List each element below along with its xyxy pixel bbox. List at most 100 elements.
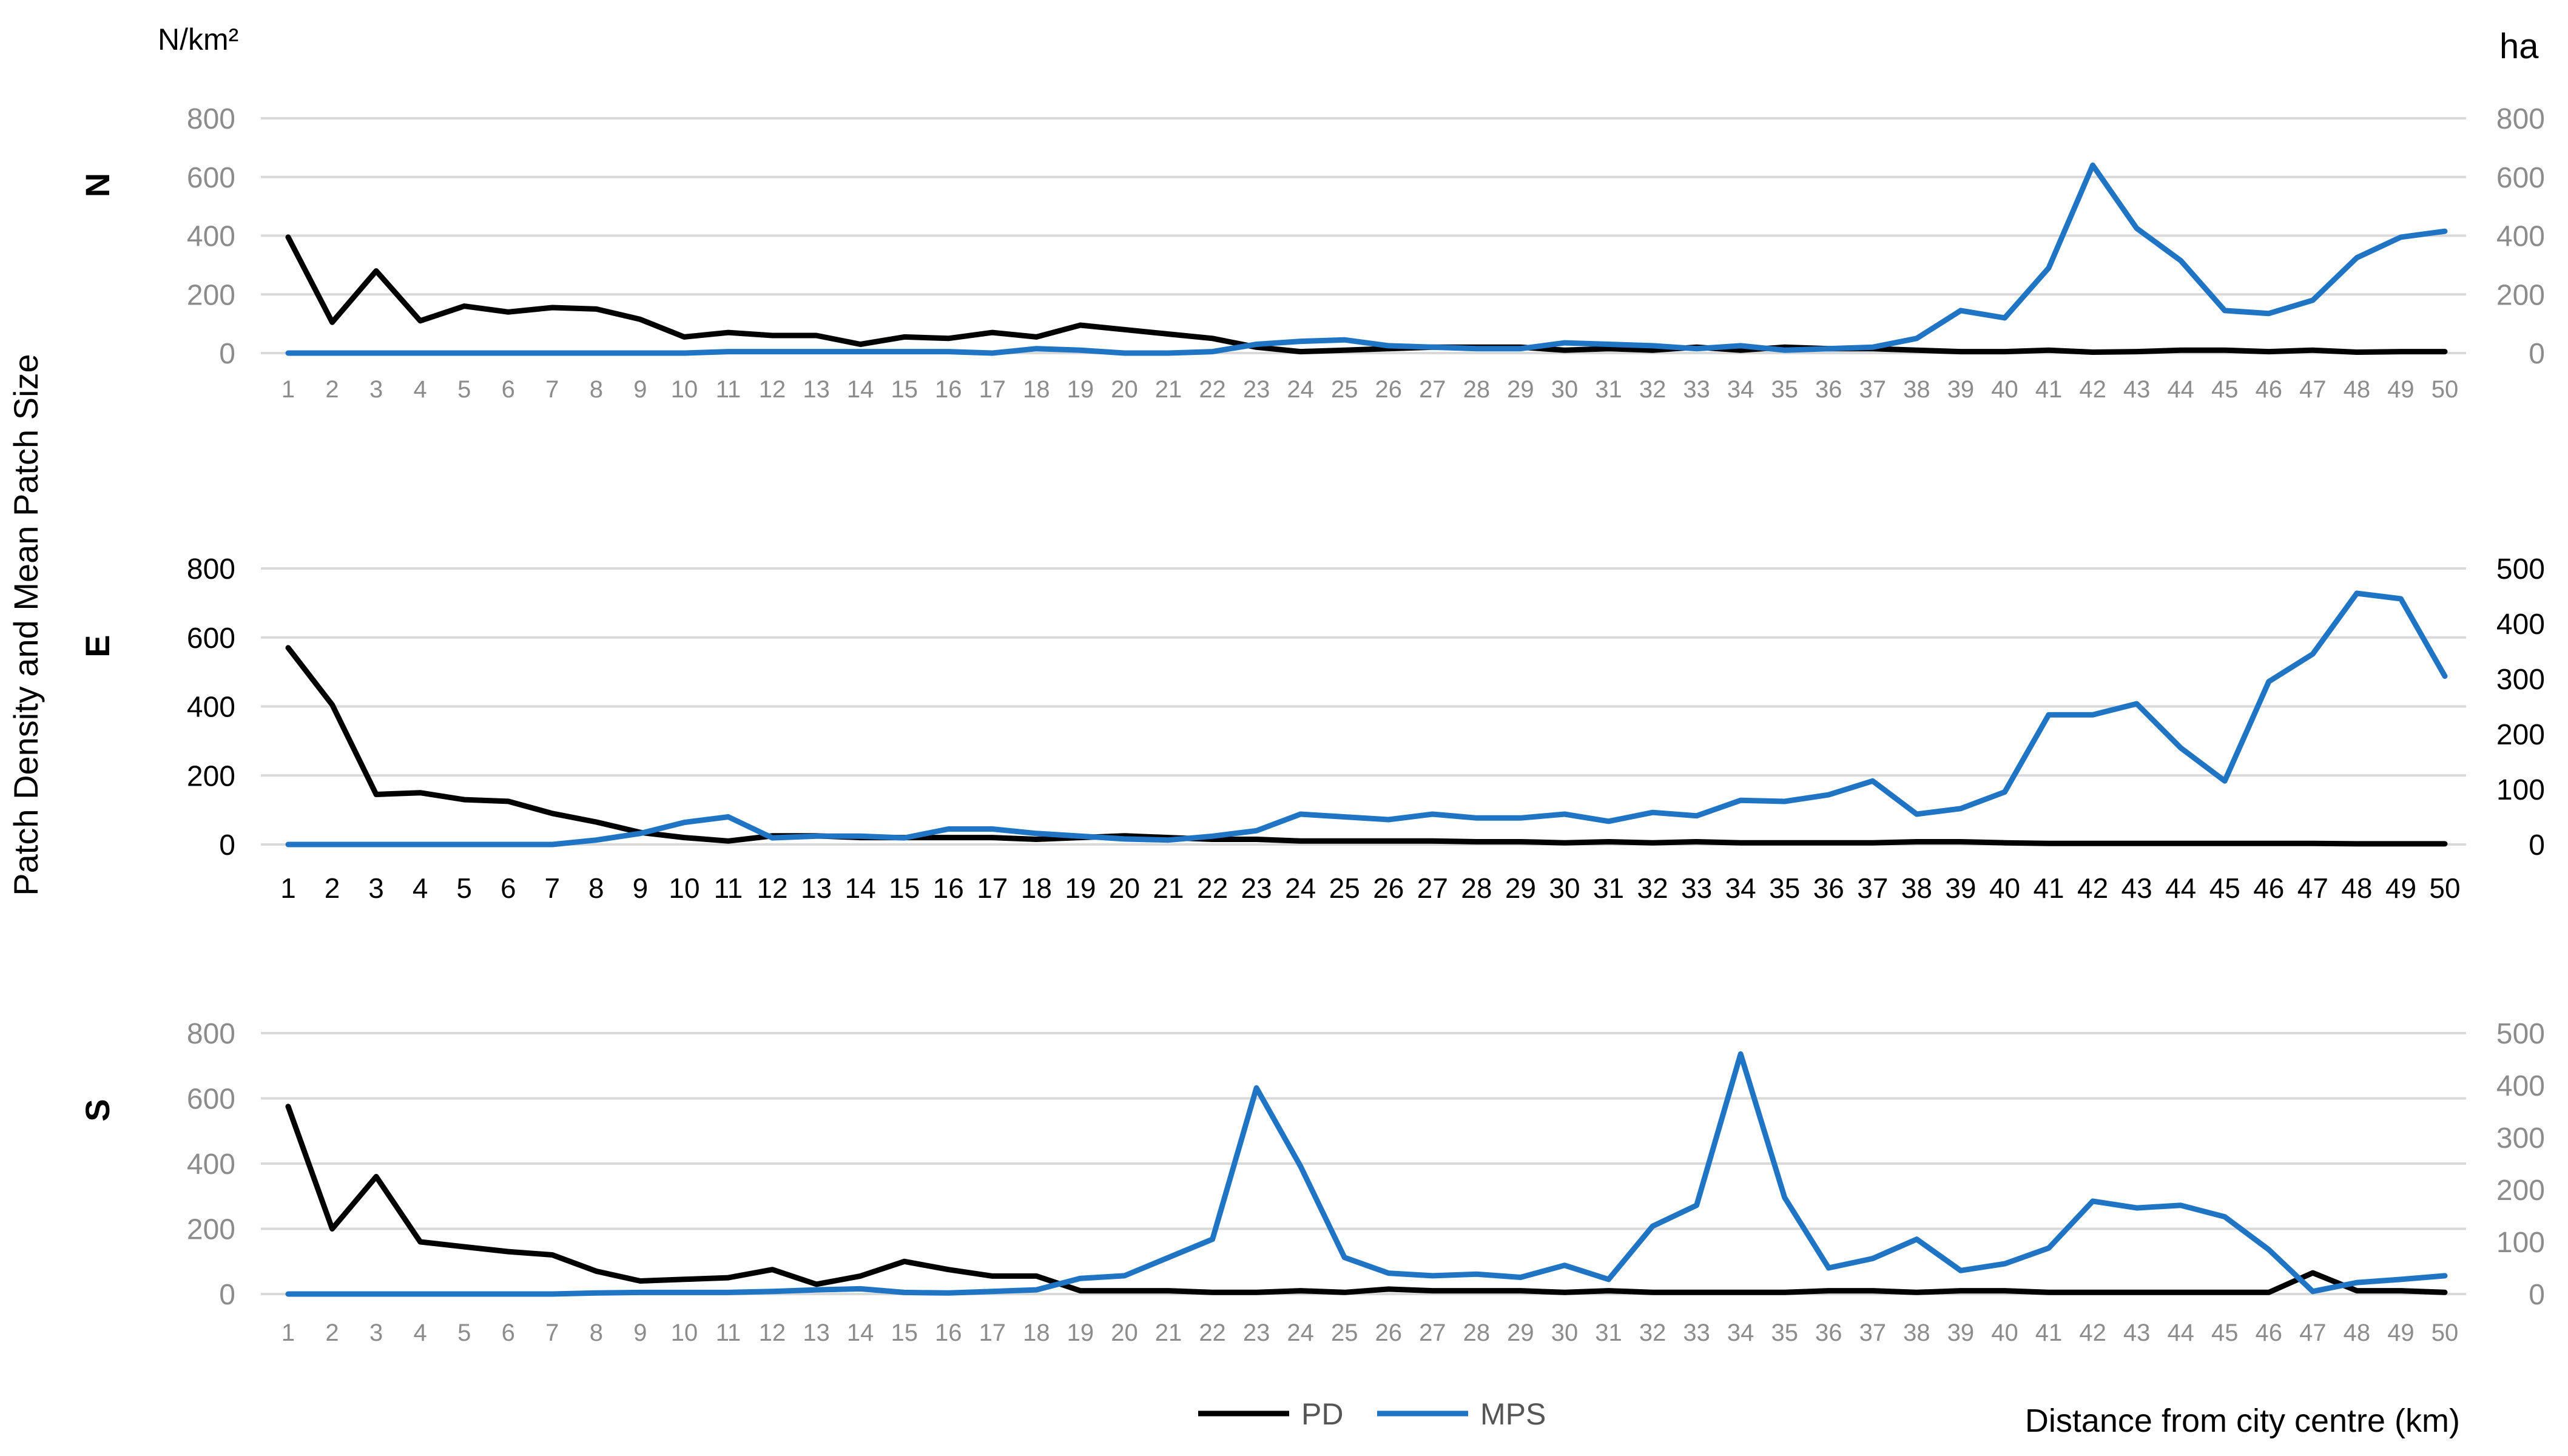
x-tick-label: 24 [1285,872,1316,904]
x-tick-label: 8 [590,376,603,403]
x-tick-label: 35 [1771,1320,1798,1346]
left-tick-label: 600 [187,1084,235,1116]
left-tick-label: 200 [187,760,235,792]
x-tick-label: 37 [1859,1320,1887,1346]
x-tick-label: 28 [1463,376,1491,403]
x-tick-label: 5 [457,1320,471,1346]
right-tick-label: 0 [2529,338,2545,370]
x-tick-label: 24 [1287,376,1314,403]
x-tick-label: 48 [2344,376,2371,403]
x-tick-label: 7 [545,376,559,403]
x-tick-label: 1 [280,872,296,904]
x-tick-label: 6 [502,376,515,403]
panel-label-s: S [78,1099,116,1121]
x-tick-label: 17 [979,376,1006,403]
x-tick-label: 34 [1727,1320,1754,1346]
x-tick-label: 15 [889,872,920,904]
x-tick-label: 26 [1373,872,1404,904]
x-tick-label: 37 [1859,376,1887,403]
x-tick-label: 23 [1241,872,1272,904]
x-tick-label: 24 [1287,1320,1314,1346]
legend: PD MPS [1198,1397,1546,1431]
x-tick-label: 35 [1771,376,1798,403]
x-tick-label: 2 [325,1320,339,1346]
x-tick-label: 29 [1507,376,1534,403]
x-tick-label: 34 [1725,872,1756,904]
x-tick-label: 17 [977,872,1008,904]
x-tick-label: 3 [368,872,384,904]
left-tick-label: 600 [187,622,235,655]
right-tick-label: 300 [2496,664,2545,696]
x-tick-label: 30 [1551,376,1579,403]
x-tick-label: 5 [457,376,471,403]
left-tick-label: 800 [187,103,235,135]
x-tick-label: 50 [2429,872,2460,904]
x-tick-label: 28 [1461,872,1492,904]
x-tick-label: 41 [2035,376,2063,403]
x-tick-label: 36 [1815,376,1842,403]
x-tick-label: 19 [1067,1320,1094,1346]
right-tick-label: 0 [2529,1279,2545,1311]
x-tick-label: 12 [757,872,787,904]
x-tick-label: 25 [1331,1320,1358,1346]
x-tick-label: 10 [669,872,699,904]
x-tick-label: 40 [1991,1320,2018,1346]
left-unit-label: N/km² [158,22,238,56]
left-tick-label: 400 [187,221,235,253]
right-tick-label: 100 [2496,774,2545,806]
x-tick-label: 7 [545,872,561,904]
x-tick-label: 10 [671,1320,698,1346]
x-tick-label: 31 [1595,376,1622,403]
x-tick-label: 23 [1243,376,1270,403]
x-tick-label: 3 [369,1320,383,1346]
series-line-mps [285,162,2448,356]
series-line-pd [285,645,2448,847]
left-tick-label: 0 [219,1279,235,1311]
x-tick-label: 43 [2123,1320,2151,1346]
x-tick-label: 25 [1331,376,1358,403]
x-tick-label: 49 [2385,872,2416,904]
x-tick-label: 16 [935,376,962,403]
x-tick-label: 36 [1813,872,1844,904]
x-tick-label: 42 [2079,376,2106,403]
x-tick-label: 45 [2209,872,2240,904]
right-tick-label: 800 [2496,103,2545,135]
x-tick-label: 21 [1155,1320,1182,1346]
x-tick-label: 29 [1505,872,1536,904]
x-tick-label: 12 [759,376,786,403]
x-tick-label: 36 [1815,1320,1842,1346]
x-tick-label: 2 [325,376,339,403]
x-tick-label: 27 [1419,1320,1446,1346]
left-tick-label: 600 [187,162,235,194]
x-tick-label: 12 [759,1320,786,1346]
x-tick-label: 47 [2299,376,2327,403]
x-tick-label: 47 [2297,872,2328,904]
x-tick-label: 39 [1947,1320,1975,1346]
x-tick-label: 31 [1595,1320,1622,1346]
left-tick-label: 200 [187,279,235,311]
legend-mps-label: MPS [1480,1397,1546,1431]
x-tick-label: 3 [369,376,383,403]
x-tick-label: 33 [1683,1320,1710,1346]
left-tick-label: 0 [219,829,235,861]
x-tick-label: 46 [2256,1320,2283,1346]
left-tick-label: 400 [187,1148,235,1181]
x-tick-label: 6 [500,872,516,904]
x-tick-label: 13 [803,1320,830,1346]
x-tick-label: 8 [588,872,604,904]
right-tick-label: 600 [2496,162,2545,194]
x-tick-label: 49 [2387,376,2415,403]
x-tick-label: 9 [633,376,647,403]
x-tick-label: 50 [2432,376,2459,403]
x-tick-label: 8 [590,1320,603,1346]
x-tick-label: 1 [281,1320,295,1346]
series-line-mps [285,1051,2448,1297]
x-tick-label: 16 [933,872,964,904]
x-tick-label: 29 [1507,1320,1534,1346]
panel-label-e: E [78,635,116,657]
right-tick-label: 200 [2496,1175,2545,1207]
legend-pd-label: PD [1301,1397,1343,1431]
x-tick-label: 41 [2033,872,2064,904]
x-tick-label: 44 [2165,872,2196,904]
